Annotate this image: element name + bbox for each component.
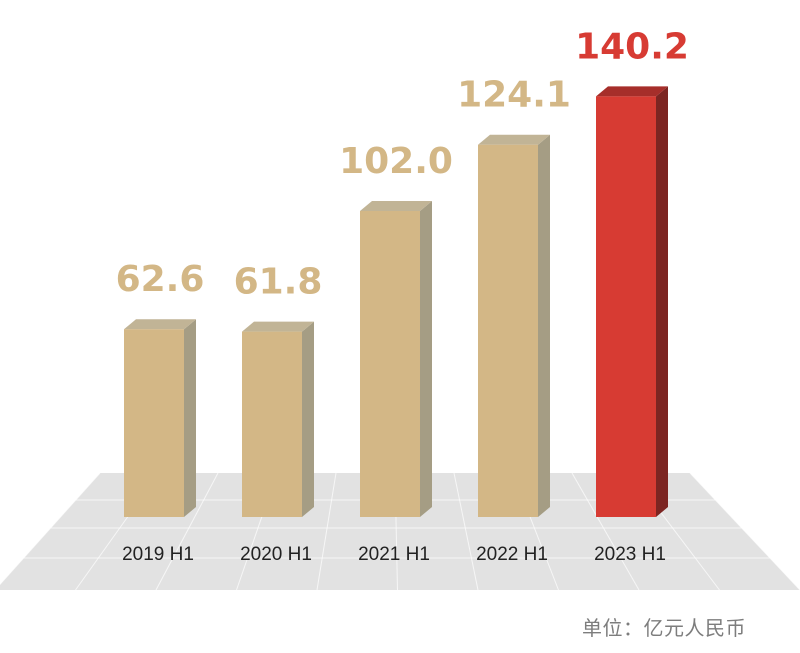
bar-side — [538, 134, 550, 517]
category-label: 2022 H1 — [476, 544, 548, 565]
bar-top — [478, 134, 550, 145]
bar-face — [596, 96, 656, 518]
category-label: 2023 H1 — [594, 544, 666, 565]
bar-top — [242, 321, 314, 332]
bar-side — [184, 319, 196, 517]
bar-4 — [478, 134, 550, 517]
value-label: 140.2 — [575, 26, 689, 67]
category-label: 2020 H1 — [240, 544, 312, 565]
value-label: 124.1 — [457, 75, 571, 116]
floor-grid-line — [453, 472, 479, 591]
bar-2 — [242, 321, 314, 517]
value-label: 61.8 — [234, 262, 323, 303]
unit-label: 单位：亿元人民币 — [582, 616, 746, 640]
floor-grid-line — [155, 472, 219, 591]
bars-group — [124, 86, 668, 518]
value-label: 62.6 — [116, 259, 205, 300]
bar-3 — [360, 201, 432, 517]
bar-top — [596, 86, 668, 97]
bar-top — [360, 201, 432, 211]
bar-face — [124, 329, 184, 517]
bar-face — [478, 144, 538, 517]
labels-group: 62.6 2019 H1 61.8 2020 H1 102.0 2021 H1 124.1 2… — [116, 26, 689, 565]
category-label: 2021 H1 — [358, 544, 430, 565]
floor-grid-line — [571, 472, 640, 591]
bar-face — [242, 331, 302, 517]
bar-1 — [124, 319, 196, 517]
value-label: 102.0 — [339, 141, 453, 182]
bar-face — [360, 211, 420, 517]
bar-side — [420, 201, 432, 517]
bar-side — [302, 321, 314, 517]
floor-grid-line — [0, 472, 101, 586]
bar-top — [124, 319, 196, 330]
bar-side — [656, 86, 668, 518]
floor-grid-line — [316, 472, 337, 591]
bar-5 — [596, 86, 668, 518]
category-label: 2019 H1 — [122, 544, 194, 565]
floor-grid-line — [689, 472, 800, 591]
